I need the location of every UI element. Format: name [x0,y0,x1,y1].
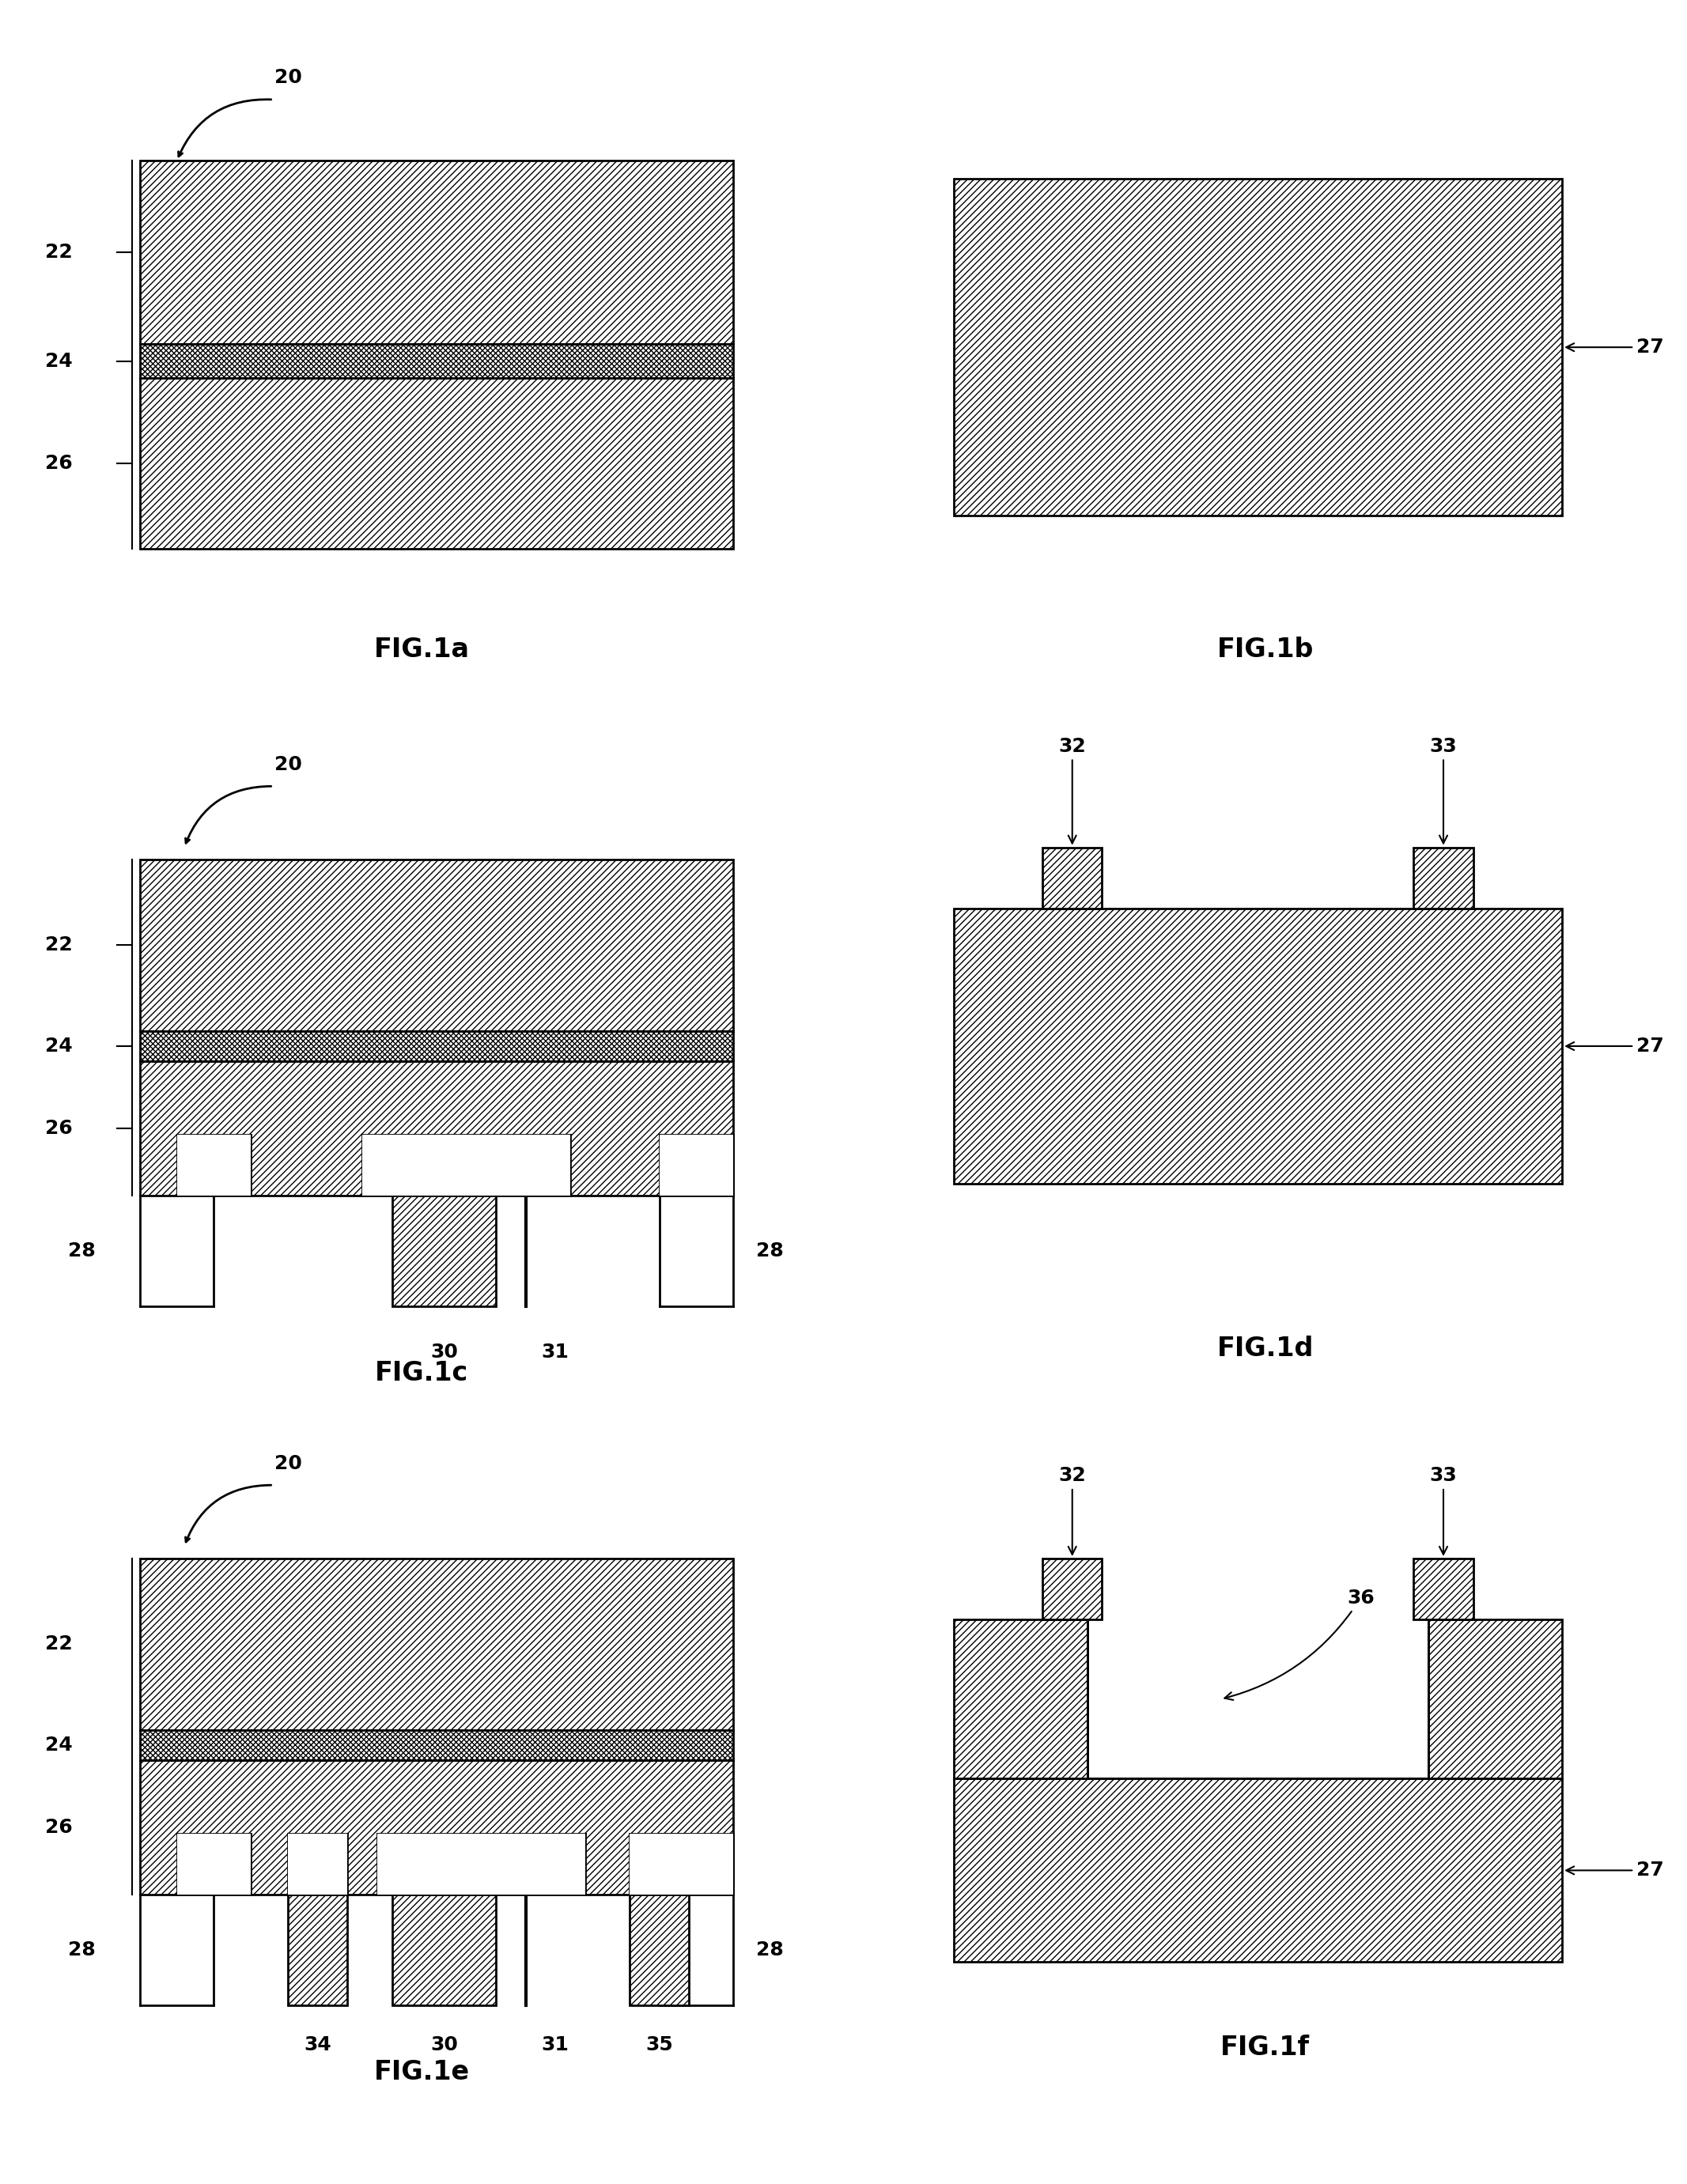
Bar [140,1559,734,1730]
Text: FIG.1c: FIG.1c [375,1361,469,1387]
Bar [1043,847,1102,909]
Bar [1414,847,1473,909]
Text: 28: 28 [67,1939,94,1959]
Text: 30: 30 [430,1343,457,1361]
Bar [953,179,1562,515]
Text: 31: 31 [542,2035,569,2055]
Text: 26: 26 [46,1817,73,1837]
Bar [140,345,734,378]
Text: 20: 20 [275,756,302,773]
Bar [391,1896,496,2005]
Bar [140,1031,734,1061]
Bar [140,860,734,1031]
Text: 22: 22 [46,242,73,262]
Text: 27: 27 [1566,1861,1663,1880]
Bar [1429,1621,1562,1778]
Bar [953,1778,1562,1961]
Text: 31: 31 [542,1343,569,1361]
Text: 26: 26 [46,1118,73,1138]
Bar [391,1197,496,1306]
Bar [177,1835,251,1896]
Text: 27: 27 [1566,1037,1663,1055]
Bar [363,1136,570,1197]
Bar [140,1061,734,1197]
Text: 30: 30 [430,2035,457,2055]
Text: FIG.1b: FIG.1b [1216,638,1314,664]
Text: 34: 34 [304,2035,332,2055]
Text: 32: 32 [1058,1465,1086,1555]
Bar [378,1835,585,1896]
Bar [660,1136,734,1197]
Bar [953,1621,1086,1778]
Bar [140,162,734,345]
Text: 27: 27 [1566,339,1663,356]
Bar [629,1896,688,2005]
Text: FIG.1a: FIG.1a [375,638,469,664]
Bar [288,1835,348,1896]
Text: 28: 28 [67,1241,94,1260]
Bar [953,909,1562,1184]
Text: 20: 20 [275,1455,302,1472]
Text: 24: 24 [46,1736,73,1754]
Text: 32: 32 [1058,736,1086,843]
Text: 33: 33 [1429,1465,1458,1555]
Text: 28: 28 [756,1241,783,1260]
Text: 24: 24 [46,1037,73,1055]
Text: 26: 26 [46,454,73,474]
Text: 36: 36 [1225,1588,1375,1699]
Text: 35: 35 [646,2035,673,2055]
Bar [288,1896,348,2005]
Text: 28: 28 [756,1939,783,1959]
Bar [1414,1559,1473,1621]
Text: FIG.1e: FIG.1e [375,2060,469,2086]
Text: 24: 24 [46,352,73,371]
Bar [660,1835,734,1896]
Text: 20: 20 [275,68,302,87]
Text: 22: 22 [46,935,73,954]
Bar [629,1835,688,1896]
Text: FIG.1d: FIG.1d [1216,1337,1314,1363]
Bar [140,1730,734,1760]
Text: FIG.1f: FIG.1f [1221,2035,1309,2062]
Bar [140,378,734,548]
Bar [140,1760,734,1896]
Text: 33: 33 [1429,736,1458,843]
Bar [177,1136,251,1197]
Text: 22: 22 [46,1634,73,1653]
Bar [1043,1559,1102,1621]
